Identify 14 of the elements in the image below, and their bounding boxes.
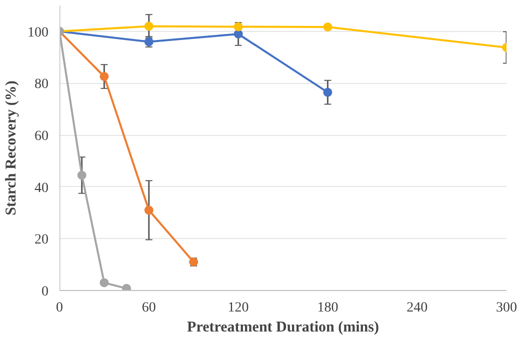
- y-tick-label: 40: [34, 180, 48, 196]
- x-tick-label: 0: [56, 300, 63, 316]
- x-tick-label: 120: [228, 300, 249, 316]
- y-tick-label: 0: [42, 284, 48, 300]
- x-tick-label: 180: [317, 300, 338, 316]
- y-tick-label: 100: [28, 25, 48, 40]
- y-tick-label: 20: [34, 232, 48, 248]
- x-tick-label: 60: [142, 300, 156, 316]
- y-tick-label: 60: [34, 129, 48, 144]
- x-axis-title: Pretreatment Duration (mins): [187, 320, 379, 336]
- x-tick-label: 240: [406, 300, 428, 316]
- y-tick-label: 80: [34, 77, 48, 92]
- y-axis-title: Starch Recovery (%): [4, 80, 20, 216]
- x-tick-label: 300: [496, 300, 517, 316]
